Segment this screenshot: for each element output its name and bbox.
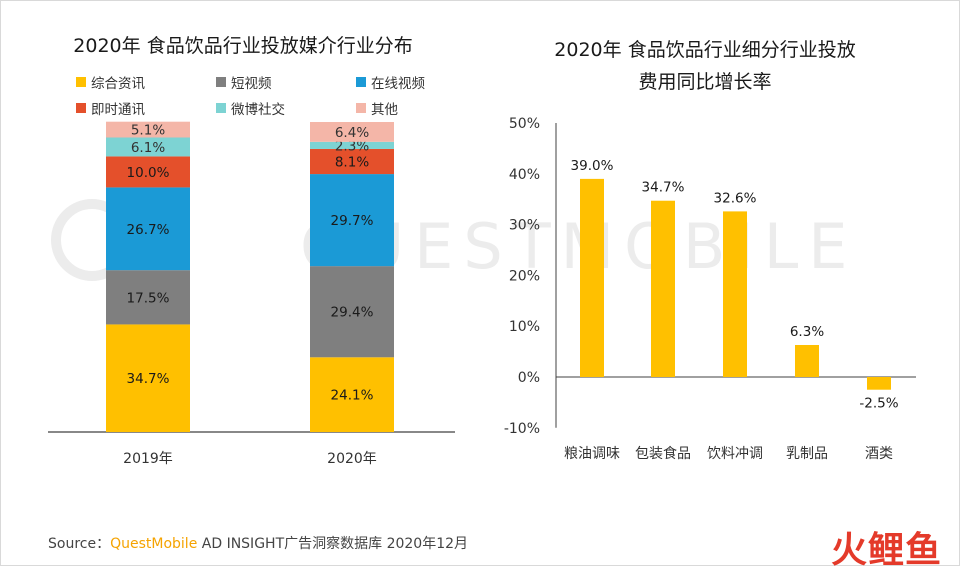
source-brand: QuestMobile xyxy=(110,536,198,552)
bar-data-label: 6.3% xyxy=(790,324,824,340)
segment-data-label: 26.7% xyxy=(127,222,170,238)
source-prefix: Source： xyxy=(48,536,111,552)
y-tick-label: 20% xyxy=(509,268,540,284)
source-suffix: AD INSIGHT广告洞察数据库 2020年12月 xyxy=(197,536,469,552)
segment-data-label: 6.4% xyxy=(335,125,369,141)
stack-segment-1 xyxy=(106,324,190,432)
left-chart-title: 2020年 食品饮品行业投放媒介行业分布 xyxy=(48,30,438,62)
stack-segment-1 xyxy=(310,357,394,432)
growth-bar xyxy=(867,377,891,390)
stack-segment-6 xyxy=(310,122,394,142)
legend-item: 微博社交 xyxy=(216,98,285,118)
segment-data-label: 6.1% xyxy=(131,140,165,156)
segment-data-label: 24.1% xyxy=(331,388,374,404)
stack-segment-5 xyxy=(106,137,190,157)
y-tick-label: 0% xyxy=(518,370,540,386)
segment-data-label: 2.3% xyxy=(335,138,369,154)
legend-label: 微博社交 xyxy=(231,102,285,118)
bar-data-label: 39.0% xyxy=(571,158,614,174)
legend-item: 在线视频 xyxy=(356,72,425,92)
legend-swatch xyxy=(76,103,86,113)
legend-label: 其他 xyxy=(371,102,398,118)
segment-data-label: 29.7% xyxy=(331,213,374,229)
legend-item: 其他 xyxy=(356,98,398,118)
bar-data-label: 32.6% xyxy=(714,190,757,206)
stack-segment-2 xyxy=(310,266,394,358)
left-chart-title-text: 2020年 食品饮品行业投放媒介行业分布 xyxy=(73,35,413,57)
legend-label: 短视频 xyxy=(231,76,272,92)
stack-segment-3 xyxy=(106,187,190,271)
right-chart-title-line2: 费用同比增长率 xyxy=(638,71,772,93)
legend-swatch xyxy=(216,77,226,87)
stack-segment-2 xyxy=(106,270,190,325)
stack-segment-4 xyxy=(310,148,394,175)
stack-segment-4 xyxy=(106,156,190,188)
growth-bar xyxy=(580,178,604,377)
y-tick-label: 50% xyxy=(509,116,540,132)
segment-data-label: 10.0% xyxy=(127,165,170,181)
x-tick-label: 包装食品 xyxy=(635,445,691,462)
stack-segment-3 xyxy=(310,174,394,267)
x-tick-label: 粮油调味 xyxy=(564,446,620,462)
segment-data-label: 29.4% xyxy=(331,305,374,321)
y-tick-label: 10% xyxy=(509,319,540,335)
x-tick-label: 2019年 xyxy=(123,451,173,467)
legend-swatch xyxy=(76,77,86,87)
right-chart-title-line1: 2020年 食品饮品行业细分行业投放 xyxy=(554,39,856,61)
legend-swatch xyxy=(356,77,366,87)
source-footer: Source：QuestMobile AD INSIGHT广告洞察数据库 202… xyxy=(48,533,468,553)
legend-item: 短视频 xyxy=(216,72,272,92)
legend-swatch xyxy=(216,103,226,113)
x-tick-label: 2020年 xyxy=(327,451,377,467)
y-tick-label: -10% xyxy=(504,421,540,437)
legend-item: 综合资讯 xyxy=(76,72,145,92)
growth-bar xyxy=(651,200,675,377)
right-chart-title: 2020年 食品饮品行业细分行业投放 费用同比增长率 xyxy=(510,34,900,98)
segment-data-label: 8.1% xyxy=(335,155,369,171)
legend-item: 即时通讯 xyxy=(76,98,145,118)
legend-label: 即时通讯 xyxy=(91,102,145,118)
segment-data-label: 17.5% xyxy=(127,290,170,306)
stack-segment-5 xyxy=(310,141,394,149)
x-tick-label: 乳制品 xyxy=(786,446,828,462)
bar-data-label: -2.5% xyxy=(859,396,898,412)
legend-label: 在线视频 xyxy=(371,76,425,92)
x-tick-label: 饮料冲调 xyxy=(707,446,763,462)
stack-segment-6 xyxy=(106,121,190,138)
logo-mark: 火鲤鱼 xyxy=(830,530,942,566)
x-tick-label: 酒类 xyxy=(865,446,893,462)
y-tick-label: 40% xyxy=(509,167,540,183)
legend-swatch xyxy=(356,103,366,113)
bar-data-label: 34.7% xyxy=(642,180,685,196)
growth-bar xyxy=(795,344,819,377)
segment-data-label: 34.7% xyxy=(127,371,170,387)
y-tick-label: 30% xyxy=(509,218,540,234)
growth-bar xyxy=(723,211,747,377)
legend-label: 综合资讯 xyxy=(91,76,145,92)
segment-data-label: 5.1% xyxy=(131,123,165,139)
